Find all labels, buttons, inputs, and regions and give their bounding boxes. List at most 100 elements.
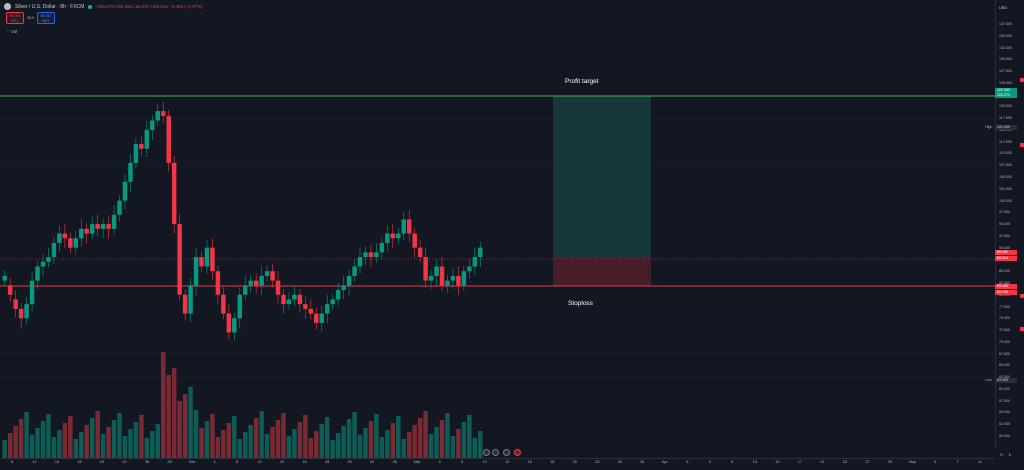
candle-body [171,162,177,225]
alert-marker[interactable] [1020,143,1024,147]
time-tick-label: 10 [482,460,487,464]
volume-bar [13,426,18,458]
currency-label[interactable]: USD [999,6,1008,10]
volume-bar [171,368,177,458]
volume-bar [177,401,182,458]
candle-body [84,228,89,234]
volume-bar [308,438,314,458]
candle-body [29,280,35,305]
volume-bar [40,421,46,458]
candle-body [144,129,150,149]
time-tick-label: 23 [595,460,600,464]
volume-bar [35,428,40,458]
price-tick-label: 105.000 [999,175,1012,180]
volume-bar [139,415,144,458]
price-chart-plot[interactable] [0,0,995,458]
candle-body [210,247,215,272]
candle-body [270,271,275,281]
time-tick-label: 4 [213,460,216,464]
candle-body [417,247,423,258]
price-tick-label: 135.000 [999,33,1012,38]
price-tick-label: 127.500 [999,69,1012,74]
volume-bar [248,425,253,458]
candle-body [346,275,352,286]
candle-body [319,313,324,323]
volume-bar [379,437,385,458]
volume-bar [412,425,417,458]
price-tick-label: 92.500 [999,233,1010,238]
price-tick-label: 75.000 [999,316,1010,321]
candle-body [139,144,144,149]
volume-bar [133,422,139,458]
log-scale-button[interactable]: L [1009,452,1012,457]
candle-body [35,266,40,281]
volume-bar [286,436,292,458]
price-tick-label: 90.000 [999,245,1010,250]
time-tick-label: Apr [661,460,668,464]
candle-body [396,233,401,239]
volume-bar [199,428,204,458]
sell-label: SELL [10,19,20,23]
price-axis[interactable]: USD 137.500 135.000 132.500 130.000 127.500 1… [995,0,1024,458]
volume-bar [396,416,401,458]
economic-event-icon[interactable] [514,449,521,456]
volume-bar [221,430,226,458]
candle-body [253,280,259,286]
buy-label: BUY [42,19,50,23]
chart-grid [0,23,995,425]
candle-body [286,299,292,305]
candle-body [352,266,357,276]
candle-body [79,228,84,239]
symbol-title[interactable]: Silver / U.S. Dollar · 8h · FXCM [15,3,85,10]
price-tick-label: 77.500 [999,304,1010,309]
economic-event-icon[interactable] [483,449,490,456]
time-tick-label: 13 [752,460,757,464]
time-tick-label: 12 [505,460,510,464]
alert-marker[interactable] [1020,327,1024,331]
candle-body [51,242,57,258]
time-tick-label: May [908,460,917,464]
alert-marker[interactable] [1020,294,1024,298]
volume-bar [18,419,24,458]
candle-body [221,294,226,314]
price-tick-label: 120.000 [999,104,1012,109]
candle-body [106,224,111,229]
auto-scale-button[interactable]: A [1000,452,1004,457]
time-tick-label: 15 [775,460,780,464]
sell-button[interactable]: 88.904 SELL [6,12,24,24]
volume-bar [29,435,35,458]
market-open-icon [88,4,93,9]
candle-body [357,257,363,267]
time-tick-label: 8 [10,460,14,464]
volume-bar [472,438,478,458]
alert-marker[interactable] [1020,78,1024,82]
volume-bar [264,434,270,458]
candle-body [155,111,161,121]
buy-price: 89.297 [40,14,52,18]
candle-body [401,219,406,234]
candle-body [111,214,117,229]
buy-button[interactable]: 89.297 BUY [37,12,55,24]
price-tick-label: 85.000 [999,269,1010,274]
economic-event-icon[interactable] [492,449,499,456]
price-tick-label: 67.500 [999,351,1010,356]
price-tick-label: 110.000 [999,151,1012,156]
volume-bar [428,434,434,458]
volume-bar [335,433,341,458]
economic-event-icon[interactable] [503,449,510,456]
time-tick-label: 17 [797,460,803,464]
time-tick-label: 6 [708,460,711,464]
price-tick-label: 132.500 [999,45,1012,50]
volume-bar [368,421,374,458]
price-tick-label: 72.500 [999,328,1010,333]
volume-bar [182,394,188,458]
time-tick-label: 20 [347,460,352,464]
time-tick-label: 25 [617,460,622,464]
time-axis[interactable]: 8 12 14 16 20 22 26 28 Feb 4 6 10 12 16 18 20 24 26 Mar 4 6 1… [0,458,995,470]
price-badge: 122.393 [995,88,1017,93]
volume-bar [166,375,171,458]
collapse-icon[interactable]: ⌃ [6,29,12,34]
indicator-row[interactable]: ⌃ Vol [6,29,17,35]
volume-bar [122,436,128,458]
volume-bar [161,352,166,458]
